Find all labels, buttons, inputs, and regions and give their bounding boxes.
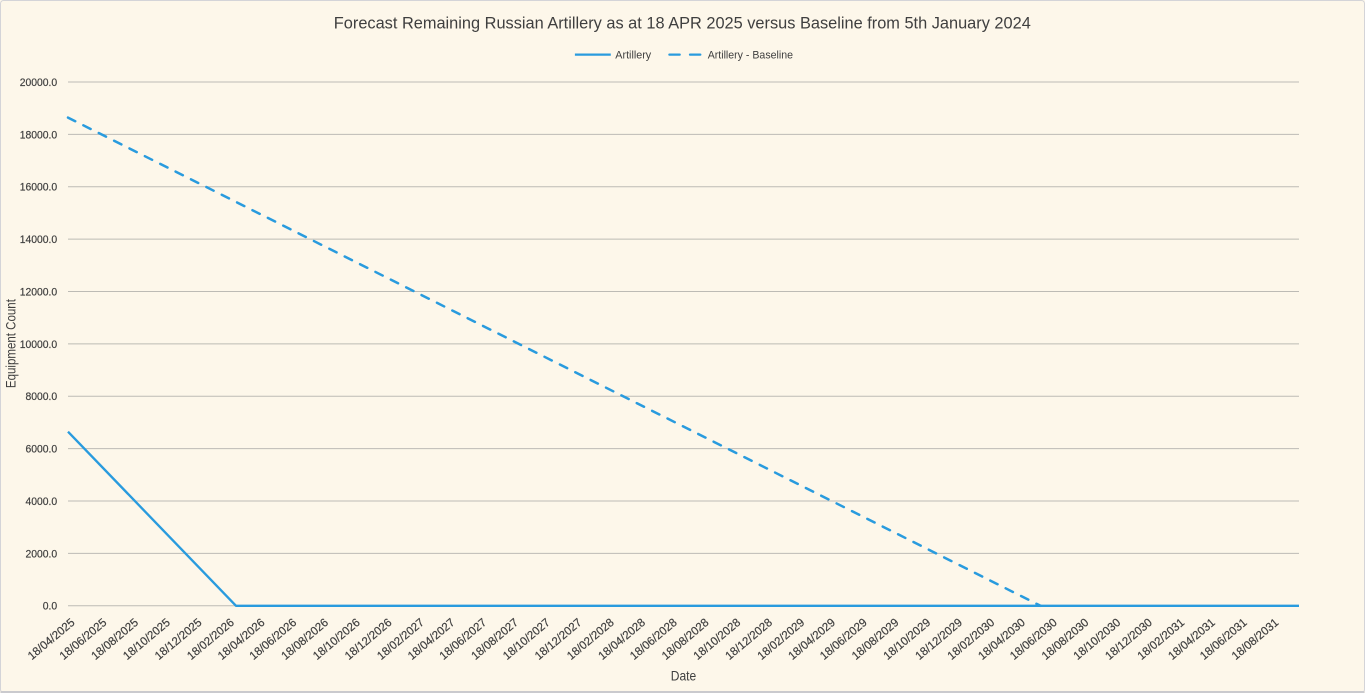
svg-text:20000.0: 20000.0	[20, 77, 58, 89]
svg-text:10000.0: 10000.0	[20, 339, 58, 351]
svg-text:Date: Date	[671, 669, 697, 684]
svg-text:Artillery: Artillery	[615, 50, 651, 62]
svg-text:6000.0: 6000.0	[26, 444, 58, 456]
svg-text:12000.0: 12000.0	[20, 286, 58, 298]
svg-text:4000.0: 4000.0	[26, 496, 58, 508]
svg-text:Forecast Remaining Russian Art: Forecast Remaining Russian Artillery as …	[334, 13, 1031, 32]
svg-text:Artillery - Baseline: Artillery - Baseline	[708, 50, 793, 62]
svg-text:0.0: 0.0	[43, 601, 57, 613]
svg-text:16000.0: 16000.0	[20, 182, 58, 194]
svg-text:8000.0: 8000.0	[26, 391, 58, 403]
svg-text:Equipment Count: Equipment Count	[3, 299, 18, 388]
svg-text:2000.0: 2000.0	[26, 548, 58, 560]
svg-text:18000.0: 18000.0	[20, 129, 58, 141]
svg-text:14000.0: 14000.0	[20, 234, 58, 246]
